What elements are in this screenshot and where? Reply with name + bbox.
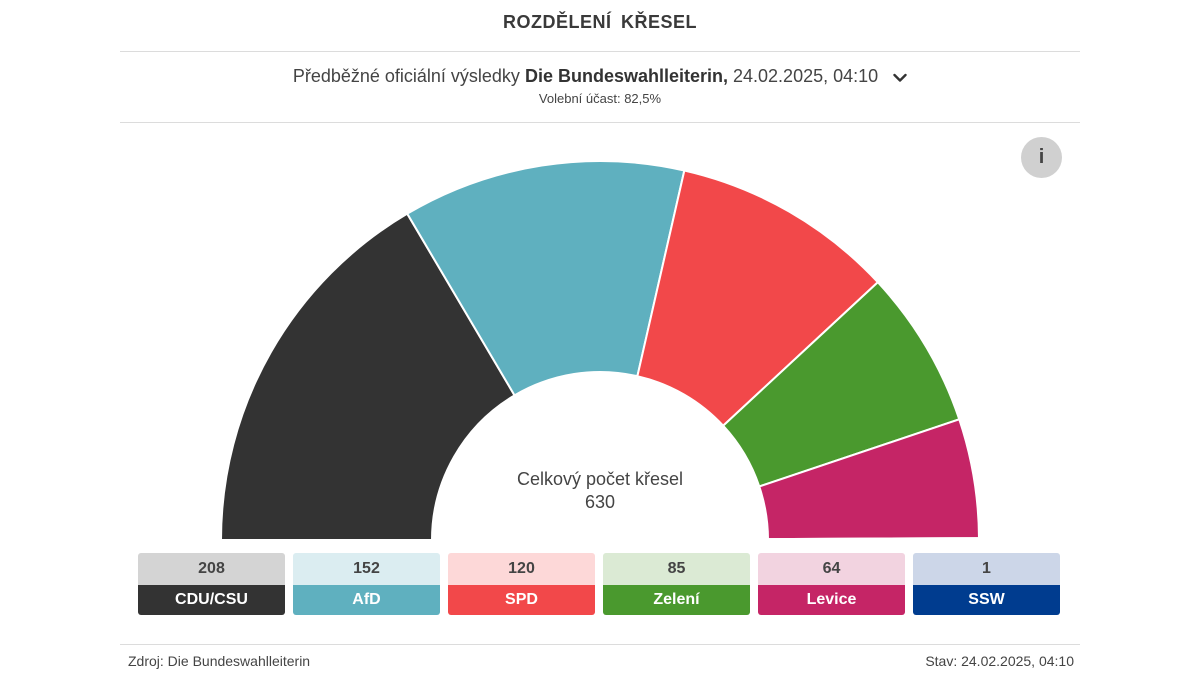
legend-party-name: Levice: [758, 585, 905, 615]
seat-segment-cdu-csu[interactable]: [219, 212, 516, 541]
seat-segment-ssw[interactable]: [766, 537, 981, 541]
turnout-label: Volební účast: 82,5%: [538, 91, 662, 106]
legend-item-zelen-[interactable]: 85 Zelení: [603, 553, 750, 615]
footer-source: Zdroj: Die Bundeswahlleiterin: [128, 653, 311, 669]
results-datetime: 24.02.2025, 04:10: [733, 66, 879, 86]
legend-party-name: CDU/CSU: [138, 585, 285, 615]
chevron-down-icon[interactable]: [893, 67, 907, 88]
total-seats-value: 630: [584, 492, 616, 512]
chart-title: ROZDĚLENÍ KŘESEL: [502, 12, 697, 32]
info-button[interactable]: i: [1021, 137, 1062, 178]
footer-status: Stav: 24.02.2025, 04:10: [925, 653, 1074, 669]
results-prefix: Předběžné oficiální výsledky: [292, 66, 520, 86]
legend-seat-count: 208: [138, 553, 285, 585]
legend-party-name: AfD: [293, 585, 440, 615]
footer-divider: [120, 644, 1080, 645]
total-seats-caption: Celkový počet křesel: [516, 469, 684, 489]
party-legend: 208 CDU/CSU 152 AfD 120 SPD 85 Zelení 64 Levice 1 S…: [138, 553, 1063, 615]
legend-party-name: SSW: [913, 585, 1060, 615]
legend-seat-count: 120: [448, 553, 595, 585]
seat-segment-afd[interactable]: [405, 160, 686, 397]
header-divider: [120, 51, 1080, 52]
legend-party-name: Zelení: [603, 585, 750, 615]
subheader-divider: [120, 122, 1080, 123]
results-source-name: Die Bundeswahlleiterin,: [524, 66, 728, 86]
info-icon: i: [1038, 146, 1045, 168]
legend-item-cdu-csu[interactable]: 208 CDU/CSU: [138, 553, 285, 615]
legend-item-ssw[interactable]: 1 SSW: [913, 553, 1060, 615]
legend-item-levice[interactable]: 64 Levice: [758, 553, 905, 615]
legend-seat-count: 152: [293, 553, 440, 585]
legend-seat-count: 64: [758, 553, 905, 585]
legend-seat-count: 85: [603, 553, 750, 585]
hemicycle-chart: [219, 160, 981, 541]
legend-item-spd[interactable]: 120 SPD: [448, 553, 595, 615]
legend-seat-count: 1: [913, 553, 1060, 585]
total-seats-label: Celkový počet křesel 630: [450, 468, 750, 514]
legend-party-name: SPD: [448, 585, 595, 615]
results-source-line[interactable]: Předběžné oficiální výsledky Die Bundesw…: [0, 66, 1200, 88]
legend-item-afd[interactable]: 152 AfD: [293, 553, 440, 615]
